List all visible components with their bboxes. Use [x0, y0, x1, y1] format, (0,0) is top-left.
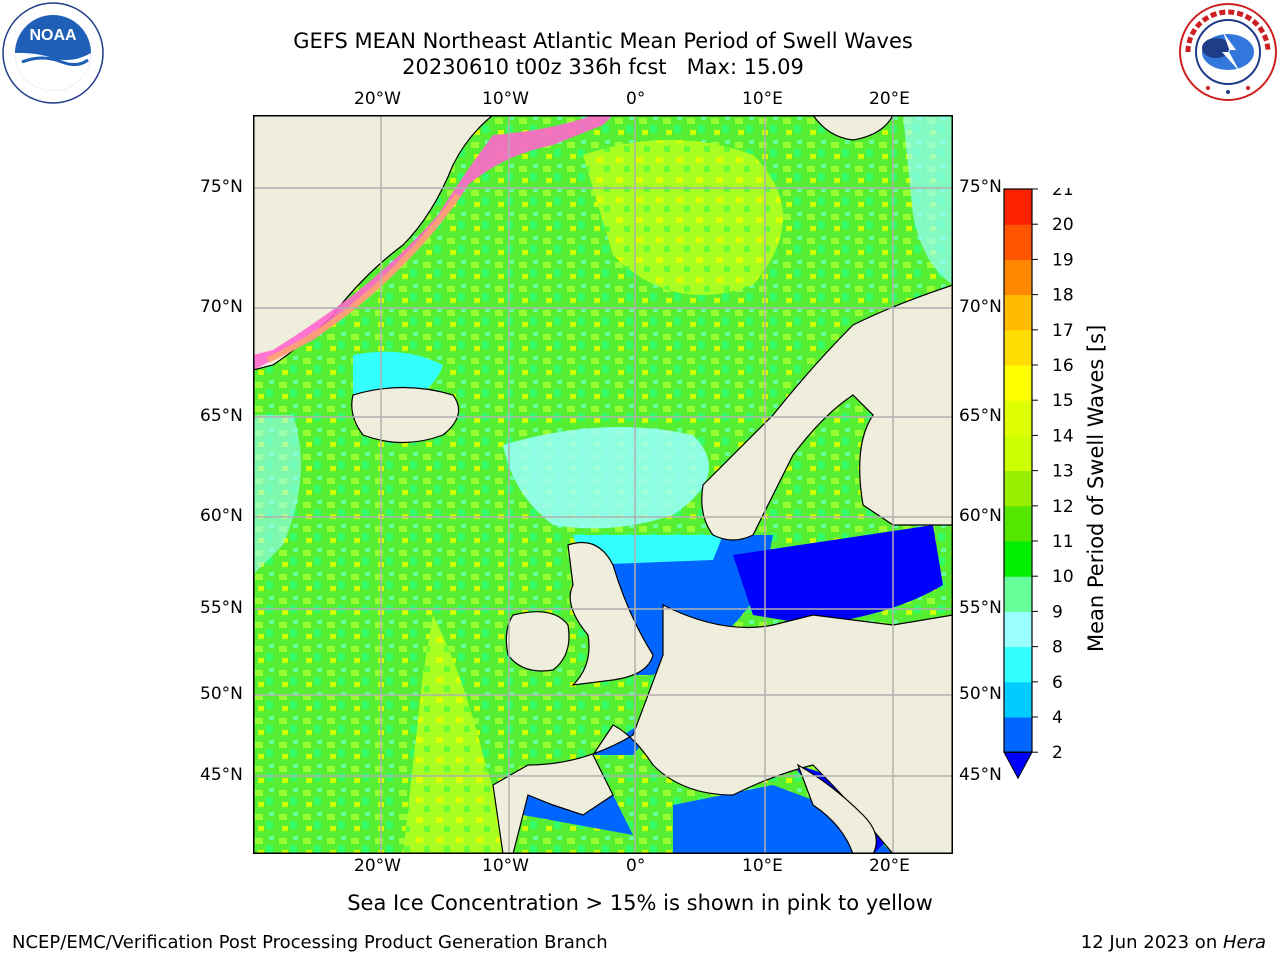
swell-period-map [252, 114, 954, 855]
colorbar-tick-label: 19 [1052, 250, 1074, 270]
lat-label-left: 45°N [200, 765, 243, 785]
sea-ice-note-text: Sea Ice Concentration > 15% is shown in … [347, 891, 933, 915]
date-stamp: 12 Jun 2023 on Hera [1081, 932, 1266, 953]
lat-label-left: 65°N [200, 406, 243, 426]
colorbar-extend-triangle [1003, 751, 1033, 780]
chart-title: GEFS MEAN Northeast Atlantic Mean Period… [293, 29, 913, 53]
colorbar-tick-label: 17 [1052, 321, 1074, 341]
lat-label-left: 60°N [200, 506, 243, 526]
colorbar-tick-label: 16 [1052, 356, 1074, 376]
lon-label-top: 20°W [354, 89, 401, 109]
lat-label-left: 55°N [200, 598, 243, 618]
sea-ice-note: Sea Ice Concentration > 15% is shown in … [0, 891, 1280, 915]
noaa-logo-text: NOAA [29, 27, 77, 44]
lat-label-right: 55°N [959, 598, 1002, 618]
lat-label-right: 45°N [959, 765, 1002, 785]
colorbar-segment [1004, 435, 1032, 472]
colorbar-segment [1004, 646, 1032, 683]
colorbar-segment [1004, 400, 1032, 436]
italy [796, 763, 877, 855]
colorbar-segment [1004, 576, 1032, 612]
lon-label-bottom: 20°E [869, 856, 910, 876]
colorbar-tick-label: 14 [1052, 426, 1074, 446]
date-text: 12 Jun 2023 on [1080, 932, 1223, 953]
colorbar-segment [1004, 294, 1032, 331]
lat-label-left: 70°N [200, 297, 243, 317]
colorbar-segment [1004, 505, 1032, 542]
sea-ice-edge [253, 115, 613, 370]
credit-text: NCEP/EMC/Verification Post Processing Pr… [12, 932, 608, 953]
colorbar-segment [1004, 259, 1032, 296]
lon-label-bottom: 0° [626, 856, 646, 876]
colorbar-tick-label: 15 [1052, 391, 1074, 411]
colorbar-tick-label: 18 [1052, 286, 1074, 306]
lon-label-bottom: 10°E [742, 856, 783, 876]
host-name: Hera [1222, 932, 1266, 953]
nws-logo [1178, 2, 1278, 102]
colorbar: 2 4 6 8 9 10 11 12 13 14 15 16 17 18 19 20 21 [1000, 180, 1090, 792]
colorbar-segment [1004, 611, 1032, 648]
colorbar-segment [1004, 189, 1032, 225]
lon-label-top: 0° [626, 89, 646, 109]
colorbar-tick-label: 11 [1052, 532, 1074, 552]
great-britain [567, 541, 654, 686]
colorbar-segment [1004, 681, 1032, 718]
svalbard [811, 114, 894, 141]
lon-label-top: 20°E [869, 89, 910, 109]
mediterranean [673, 785, 893, 854]
lon-label-top: 10°E [742, 89, 783, 109]
colorbar-segment [1004, 541, 1032, 577]
lat-label-right: 60°N [959, 506, 1002, 526]
ireland [505, 611, 570, 672]
long-period-band [403, 615, 513, 854]
colorbar-tick-label: 12 [1052, 497, 1074, 517]
lon-label-bottom: 20°W [354, 856, 401, 876]
lat-label-right: 50°N [959, 684, 1002, 704]
colorbar-tick-label: 8 [1052, 638, 1063, 658]
lon-label-bottom: 10°W [482, 856, 529, 876]
colorbar-tick-label: 4 [1052, 708, 1063, 728]
colorbar-segment [1004, 329, 1032, 366]
colorbar-tick-label: 10 [1052, 567, 1074, 587]
chart-subtitle: 20230610 t00z 336h fcst Max: 15.09 [402, 55, 804, 79]
colorbar-tick-label: 6 [1052, 673, 1063, 693]
cyan-zone-norway [503, 427, 709, 529]
colorbar-tick-label: 9 [1052, 602, 1063, 622]
noaa-logo: NOAA [2, 2, 104, 104]
colorbar-tick-label: 20 [1052, 215, 1074, 235]
colorbar-segment [1004, 470, 1032, 507]
baltic-sea [733, 525, 943, 625]
colorbar-tick-label: 13 [1052, 462, 1074, 482]
colorbar-tick-label: 21 [1052, 188, 1074, 200]
lat-label-right: 70°N [959, 297, 1002, 317]
lat-label-left: 75°N [200, 177, 243, 197]
lat-label-right: 75°N [959, 177, 1002, 197]
lon-label-top: 10°W [482, 89, 529, 109]
colorbar-segment [1004, 717, 1032, 753]
colorbar-tick-label: 2 [1052, 743, 1063, 763]
graticule [253, 115, 953, 854]
lat-label-left: 50°N [200, 684, 243, 704]
colorbar-segment [1004, 365, 1032, 401]
lat-label-right: 65°N [959, 406, 1002, 426]
iceland [351, 386, 460, 444]
colorbar-label: Mean Period of Swell Waves [s] [1084, 324, 1108, 652]
colorbar-segment [1004, 224, 1032, 260]
map-frame [253, 115, 953, 854]
